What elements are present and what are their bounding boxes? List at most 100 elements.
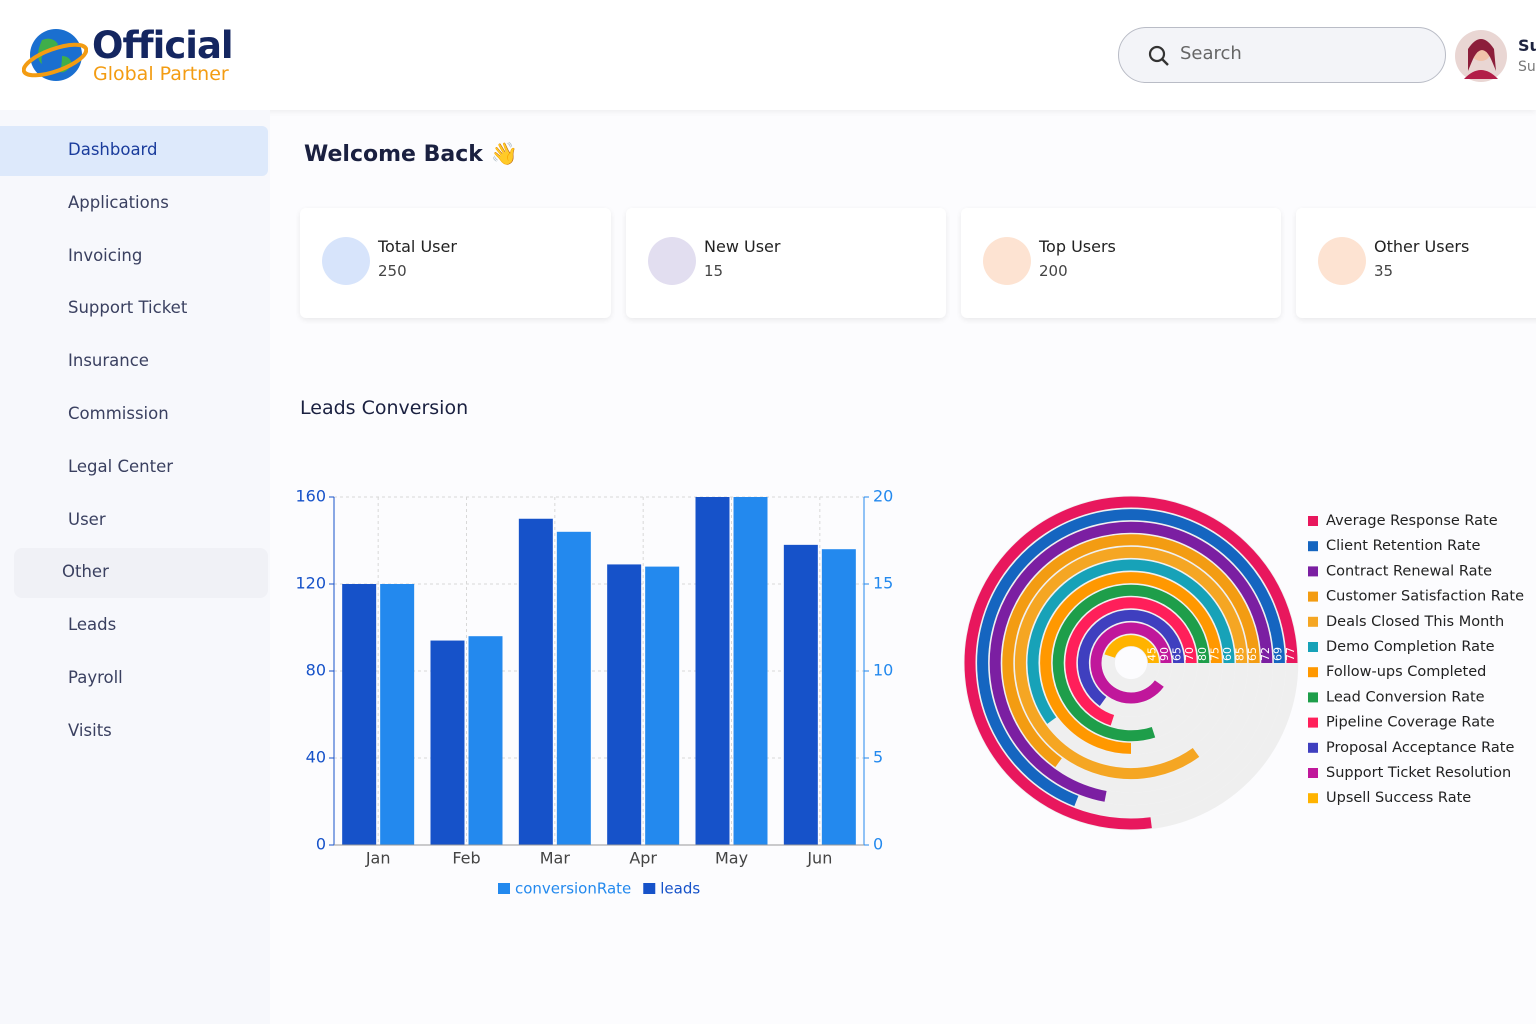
user-name: Su — [1518, 36, 1536, 55]
legend-swatch — [1308, 566, 1318, 577]
bar — [380, 584, 415, 845]
legend-label: Contract Renewal Rate — [1326, 563, 1492, 579]
legend-label: Client Retention Rate — [1326, 538, 1480, 554]
stat-card: Total User 250 — [300, 208, 611, 318]
legend-label: Deals Closed This Month — [1326, 614, 1504, 630]
x-tick-label: Jan — [365, 849, 391, 868]
legend-swatch — [498, 883, 510, 894]
radial-bar — [1052, 584, 1210, 742]
card-label: Other Users — [1374, 237, 1470, 256]
sidebar-item[interactable]: Legal Center — [0, 443, 268, 493]
legend-swatch — [1308, 541, 1318, 552]
logo-title: Official — [92, 24, 234, 67]
y2-tick-label: 5 — [873, 748, 883, 767]
radial-bar — [1002, 534, 1260, 768]
bar — [607, 564, 642, 845]
bar — [733, 497, 768, 845]
y2-tick-label: 20 — [873, 487, 893, 506]
sidebar-label: Insurance — [68, 351, 149, 371]
radial-value-label: 77 — [1284, 647, 1297, 661]
sidebar-item[interactable]: Other — [14, 548, 268, 599]
card-value: 15 — [704, 262, 724, 280]
search-box[interactable]: Search — [1118, 27, 1446, 83]
stat-card: New User 15 — [626, 208, 946, 318]
sidebar-item[interactable]: Invoicing — [0, 232, 268, 282]
sidebar-label: Legal Center — [68, 456, 174, 476]
radial-bar — [1040, 572, 1222, 754]
radial-bar — [977, 509, 1285, 807]
card-value: 35 — [1374, 262, 1394, 280]
y-tick-label: 40 — [306, 748, 326, 767]
sidebar-item[interactable]: Applications — [0, 179, 268, 229]
card-icon — [1318, 237, 1366, 285]
sidebar-label: Applications — [68, 192, 169, 212]
legend-label: Upsell Success Rate — [1326, 790, 1471, 806]
radial-value-label: 65 — [1171, 647, 1184, 661]
legend-swatch — [643, 883, 656, 894]
sidebar-item[interactable]: User — [0, 496, 268, 546]
sidebar-item[interactable]: Leads — [0, 601, 268, 651]
radial-bar — [1104, 635, 1159, 664]
radial-bar — [964, 496, 1298, 830]
sidebar-item[interactable]: Insurance — [0, 337, 268, 387]
legend-label: Pipeline Coverage Rate — [1326, 715, 1495, 731]
user-role: Su — [1518, 59, 1536, 75]
y2-tick-label: 10 — [873, 661, 893, 680]
bar — [821, 549, 856, 845]
legend-swatch — [1308, 692, 1318, 703]
sidebar-label: Other — [62, 562, 109, 582]
card-icon — [322, 237, 370, 285]
radial-bar — [1065, 597, 1197, 726]
sidebar-item[interactable]: Payroll — [0, 654, 268, 704]
legend-label: Lead Conversion Rate — [1326, 689, 1485, 705]
sidebar-label: Dashboard — [68, 140, 158, 159]
y2-tick-label: 15 — [873, 574, 893, 593]
legend-label: leads — [660, 880, 700, 898]
bar — [695, 497, 730, 845]
sidebar-item[interactable]: Commission — [0, 390, 268, 440]
y-tick-label: 120 — [295, 574, 326, 593]
card-value: 250 — [378, 262, 407, 280]
y-tick-label: 80 — [306, 661, 326, 680]
sidebar-label: Support Ticket — [68, 298, 188, 318]
sidebar-item[interactable]: Visits — [0, 707, 268, 757]
radial-bar — [1077, 609, 1185, 706]
radial-bar — [1027, 559, 1235, 724]
radial-value-label: 70 — [1183, 647, 1196, 661]
radial-value-label: 85 — [1234, 647, 1247, 661]
card-value: 200 — [1039, 262, 1068, 280]
legend-swatch — [1308, 591, 1318, 602]
x-tick-label: Apr — [629, 849, 657, 868]
sidebar-label: Leads — [68, 615, 117, 635]
sidebar-item[interactable]: Dashboard — [0, 126, 268, 176]
search-icon — [1148, 45, 1169, 66]
legend-label: Support Ticket Resolution — [1326, 765, 1511, 781]
card-label: Total User — [378, 237, 457, 256]
radial-value-label: 90 — [1158, 647, 1171, 661]
bar — [556, 531, 591, 845]
bar — [645, 566, 680, 845]
y-tick-label: 0 — [316, 835, 326, 854]
legend-label: conversionRate — [515, 880, 631, 898]
avatar[interactable] — [1454, 29, 1508, 83]
section-title: Leads Conversion — [300, 397, 469, 419]
sidebar-label: Invoicing — [68, 245, 143, 265]
legend-swatch — [1308, 742, 1318, 753]
radial-bar — [1090, 622, 1172, 704]
logo-globe — [22, 29, 88, 81]
bar — [468, 636, 503, 845]
radial-bar — [1014, 546, 1248, 780]
sidebar-item[interactable]: Support Ticket — [0, 284, 268, 334]
card-icon — [648, 237, 696, 285]
legend-label: Proposal Acceptance Rate — [1326, 740, 1514, 756]
bar — [342, 584, 377, 845]
legend-label: Average Response Rate — [1326, 513, 1498, 529]
stat-card: Other Users 35 — [1296, 208, 1536, 318]
bar — [518, 518, 553, 845]
x-tick-label: May — [715, 849, 748, 868]
sidebar-label: User — [68, 509, 106, 529]
x-tick-label: Mar — [540, 849, 571, 868]
radial-value-label: 75 — [1208, 647, 1221, 661]
